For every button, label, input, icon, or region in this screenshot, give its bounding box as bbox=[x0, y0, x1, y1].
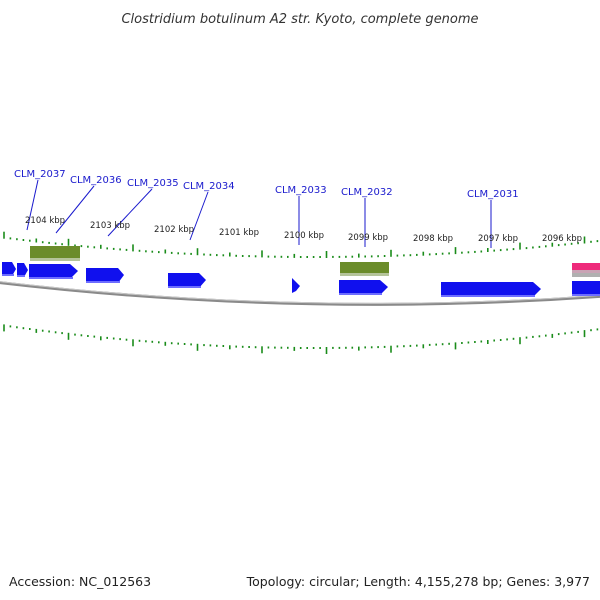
inner-scale-ticks bbox=[3, 324, 599, 354]
cds-arrow-left-edge-1[interactable] bbox=[2, 262, 16, 276]
genome-backbone bbox=[0, 281, 600, 306]
kbp-label: 2104 kbp bbox=[25, 216, 65, 226]
cds-arrow-right-edge[interactable] bbox=[572, 281, 600, 296]
genome-summary-text: Topology: circular; Length: 4,155,278 bp… bbox=[246, 574, 590, 589]
accession-text: Accession: NC_012563 bbox=[9, 574, 151, 589]
gene-label[interactable]: CLM_2034 bbox=[183, 181, 235, 192]
cds-arrow-clm-2032[interactable] bbox=[339, 280, 388, 295]
cds-arrow-clm-2034[interactable] bbox=[168, 273, 206, 288]
kbp-label: 2102 kbp bbox=[154, 225, 194, 235]
label-line-clm-2037 bbox=[26, 179, 39, 231]
label-line-clm-2036 bbox=[55, 185, 95, 234]
kbp-label: 2101 kbp bbox=[219, 228, 259, 238]
label-line-clm-2035 bbox=[107, 188, 153, 237]
gene-label[interactable]: CLM_2036 bbox=[70, 175, 122, 186]
cds-arrow-left-edge-2[interactable] bbox=[17, 263, 28, 277]
cds-arrow-clm-2035[interactable] bbox=[86, 268, 124, 283]
label-line-clm-2034 bbox=[189, 191, 209, 241]
cds-arrow-clm-2036[interactable] bbox=[29, 264, 78, 279]
map-title: Clostridium botulinum A2 str. Kyoto, com… bbox=[121, 12, 478, 27]
gene-block-clm-2032[interactable] bbox=[340, 262, 389, 276]
rna-feature-right-edge[interactable] bbox=[572, 263, 600, 277]
kbp-label: 2096 kbp bbox=[542, 234, 582, 244]
gene-label[interactable]: CLM_2037 bbox=[14, 169, 66, 180]
gene-label[interactable]: CLM_2035 bbox=[127, 178, 179, 189]
feature-track bbox=[2, 246, 600, 297]
cds-arrow-clm-2031[interactable] bbox=[441, 282, 541, 297]
kbp-label: 2097 kbp bbox=[478, 234, 518, 244]
gene-label[interactable]: CLM_2033 bbox=[275, 185, 327, 196]
gene-label[interactable]: CLM_2032 bbox=[341, 187, 393, 198]
gene-block-clm-2037[interactable] bbox=[30, 246, 80, 261]
gene-label-lines bbox=[26, 179, 492, 248]
gene-labels: CLM_2037 CLM_2036 CLM_2035 CLM_2034 CLM_… bbox=[14, 169, 519, 200]
gene-label[interactable]: CLM_2031 bbox=[467, 189, 519, 200]
kbp-scale-labels: 2104 kbp 2103 kbp 2102 kbp 2101 kbp 2100… bbox=[25, 216, 582, 244]
cds-arrow-clm-2033[interactable] bbox=[292, 278, 300, 293]
kbp-label: 2103 kbp bbox=[90, 221, 130, 231]
kbp-label: 2098 kbp bbox=[413, 234, 453, 244]
kbp-label: 2099 kbp bbox=[348, 233, 388, 243]
genome-backbone-highlight bbox=[0, 281, 600, 304]
kbp-label: 2100 kbp bbox=[284, 231, 324, 241]
